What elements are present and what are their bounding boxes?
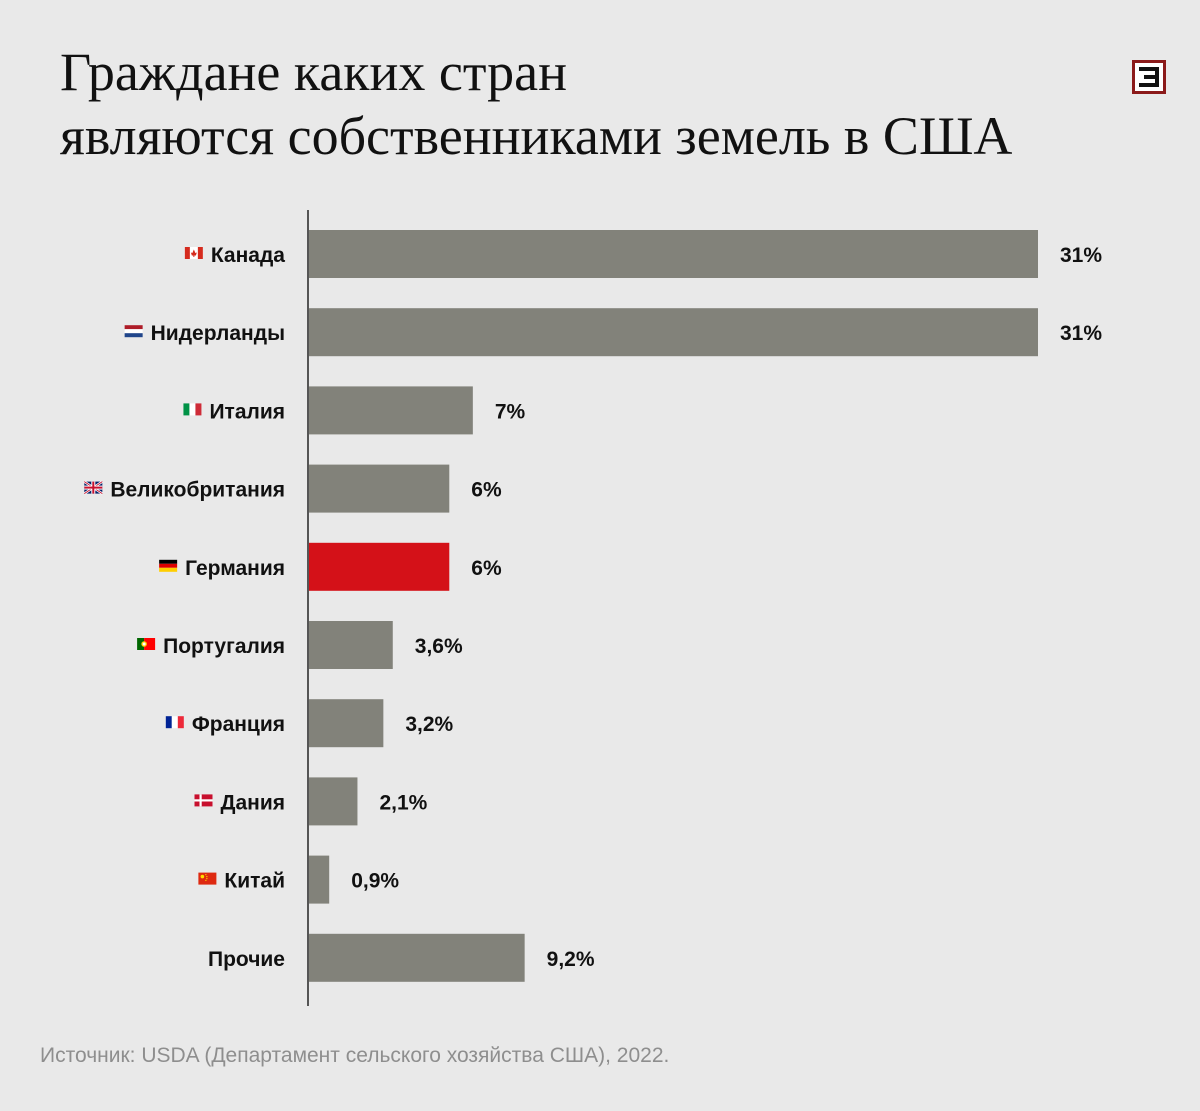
portugal-flag-icon <box>137 638 156 650</box>
value-label: 7% <box>495 400 526 423</box>
value-label: 0,9% <box>351 870 399 893</box>
category-label: Германия <box>185 557 285 580</box>
china-flag-icon <box>198 872 217 885</box>
category-label: Дания <box>221 791 286 814</box>
value-label: 3,2% <box>405 713 453 736</box>
category-label: Италия <box>209 400 285 423</box>
denmark-flag-icon <box>194 794 213 807</box>
bar-8 <box>308 777 358 826</box>
chart-title-line-1: Граждане каких стран <box>60 42 568 102</box>
germany-flag-icon <box>159 559 178 572</box>
france-flag-icon <box>165 716 184 729</box>
value-label: 9,2% <box>547 948 595 971</box>
bar-3 <box>308 386 473 435</box>
value-label: 31% <box>1060 322 1102 345</box>
value-label: 31% <box>1060 244 1102 267</box>
chart-title-line-2: являются собственниками земель в США <box>60 106 1013 166</box>
bar-6 <box>308 621 393 669</box>
category-label: Великобритания <box>110 479 285 502</box>
bar-9 <box>308 855 330 904</box>
category-label: Китай <box>224 870 285 893</box>
uk-flag-icon <box>83 480 103 495</box>
category-label: Нидерланды <box>151 322 285 345</box>
bar-chart: Канада 31% Нидерланды 31% Италия 7% Великобрит… <box>83 210 1102 1006</box>
category-label: Канада <box>211 244 285 267</box>
e-logo-icon <box>1132 60 1166 94</box>
bar-2 <box>308 308 1038 357</box>
value-label: 2,1% <box>379 791 427 814</box>
bar-1 <box>308 230 1038 278</box>
canada-flag-icon <box>184 247 203 259</box>
category-label: Франция <box>192 713 285 736</box>
category-label: Прочие <box>208 948 285 971</box>
value-label: 6% <box>471 479 502 502</box>
value-label: 3,6% <box>415 635 463 658</box>
bar-10 <box>308 933 525 982</box>
source-note: Источник: USDA (Департамент сельского хо… <box>40 1044 670 1067</box>
value-label: 6% <box>471 557 502 580</box>
category-label: Португалия <box>163 635 285 658</box>
netherlands-flag-icon <box>124 325 143 338</box>
bar-4 <box>308 464 450 513</box>
bar-5 <box>308 542 450 591</box>
italy-flag-icon <box>183 403 202 416</box>
bar-7 <box>308 699 384 748</box>
chart-title: Граждане каких стран являются собственни… <box>60 40 1012 168</box>
